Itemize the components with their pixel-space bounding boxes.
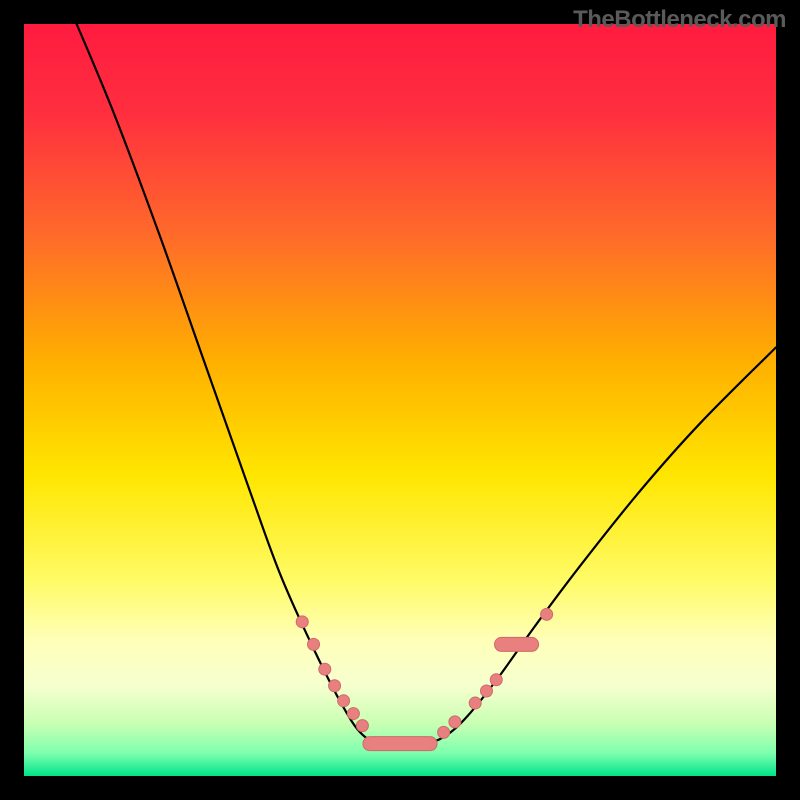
curve-marker (480, 685, 492, 697)
curve-marker (469, 697, 481, 709)
curve-marker-pill (495, 637, 539, 651)
curve-marker (438, 726, 450, 738)
chart-container: TheBottleneck.com (0, 0, 800, 800)
curve-marker (347, 708, 359, 720)
curve-marker (541, 608, 553, 620)
watermark-text: TheBottleneck.com (573, 6, 786, 34)
curve-marker (490, 674, 502, 686)
curve-marker (449, 716, 461, 728)
curve-marker (338, 695, 350, 707)
curve-marker (356, 720, 368, 732)
curve-marker (319, 663, 331, 675)
curve-marker (329, 680, 341, 692)
curve-marker (296, 616, 308, 628)
curve-marker-pill (363, 737, 437, 751)
bottleneck-chart (0, 0, 800, 800)
gradient-plot-area (24, 24, 776, 776)
curve-marker (308, 638, 320, 650)
